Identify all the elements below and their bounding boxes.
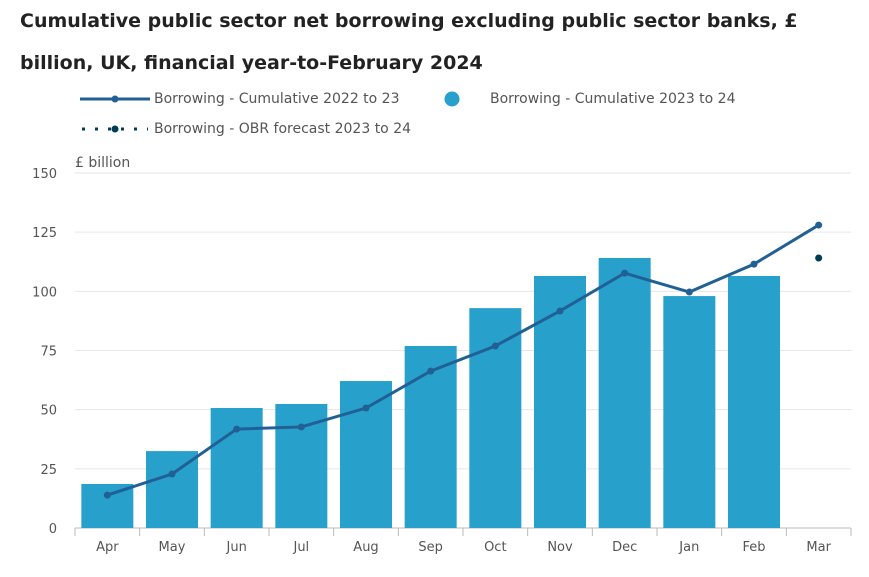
line-point xyxy=(491,342,499,350)
y-tick-label: 50 xyxy=(40,404,57,419)
legend-item-line: Borrowing - Cumulative 2022 to 23 xyxy=(80,91,400,107)
line-point xyxy=(297,423,305,431)
x-tick-label: Dec xyxy=(612,540,637,555)
legend-item-forecast: Borrowing - OBR forecast 2023 to 24 xyxy=(80,121,411,137)
legend-item-bar: Borrowing - Cumulative 2023 to 24 xyxy=(444,91,736,107)
line-point xyxy=(103,491,111,499)
bar xyxy=(81,483,134,528)
y-tick-label: 100 xyxy=(32,285,57,300)
legend-label: Borrowing - OBR forecast 2023 to 24 xyxy=(154,121,412,137)
x-tick-label: Nov xyxy=(547,540,573,555)
line-point xyxy=(621,269,629,277)
line-point xyxy=(427,367,435,375)
chart-title: Cumulative public sector net borrowing e… xyxy=(20,10,798,74)
bar xyxy=(404,346,457,528)
x-tick-label: Oct xyxy=(484,540,506,555)
x-tick-label: May xyxy=(159,540,186,555)
line-series xyxy=(106,223,820,497)
x-tick-label: Aug xyxy=(353,540,378,555)
legend-dotted-icon xyxy=(82,125,148,133)
line-point xyxy=(362,404,370,412)
y-axis-label: £ billion xyxy=(75,155,130,171)
line-point xyxy=(556,307,564,315)
y-tick-label: 25 xyxy=(40,463,57,478)
line-point xyxy=(815,221,823,229)
line-point xyxy=(685,288,693,296)
x-tick-label: Jul xyxy=(292,540,309,555)
x-tick-label: Sep xyxy=(418,540,443,555)
bar xyxy=(146,451,198,528)
bar xyxy=(663,296,716,528)
x-tick-label: Feb xyxy=(742,540,765,555)
y-tick-label: 125 xyxy=(32,226,57,241)
x-tick-label: Mar xyxy=(806,540,831,555)
line-point xyxy=(233,425,241,433)
bar xyxy=(728,275,780,528)
bar xyxy=(598,257,651,528)
y-tick-label: 0 xyxy=(49,522,57,537)
bar xyxy=(534,275,586,528)
line-point xyxy=(168,470,176,478)
y-tick-label: 150 xyxy=(32,167,57,182)
legend-line-icon xyxy=(80,95,150,103)
legend-label: Borrowing - Cumulative 2022 to 23 xyxy=(154,91,400,107)
forecast-point xyxy=(815,254,823,262)
line-point xyxy=(750,260,758,268)
bar xyxy=(340,381,392,528)
legend-label: Borrowing - Cumulative 2023 to 24 xyxy=(490,91,736,107)
y-tick-label: 75 xyxy=(40,345,57,360)
x-tick-label: Apr xyxy=(96,540,119,555)
x-tick-label: Jun xyxy=(226,540,247,555)
x-tick-label: Jan xyxy=(678,540,699,555)
legend-circle-icon xyxy=(444,91,460,107)
bar xyxy=(469,308,522,528)
